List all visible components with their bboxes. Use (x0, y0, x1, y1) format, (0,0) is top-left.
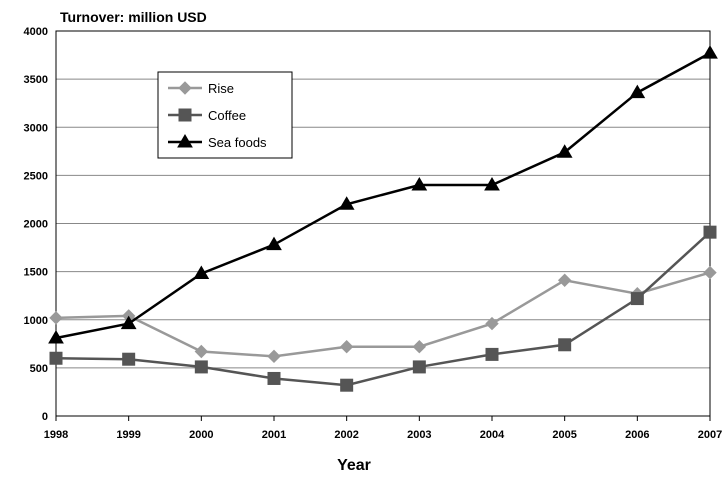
series-layer (48, 45, 718, 392)
data-point-coffee (340, 378, 354, 392)
data-point-sea-foods (193, 265, 210, 280)
series-sea-foods (48, 45, 718, 344)
data-point-sea-foods (266, 236, 282, 251)
data-point-sea-foods (411, 177, 428, 191)
data-point-sea-foods (702, 45, 718, 59)
legend-marker-rise (178, 81, 192, 95)
series-line-rise (55, 271, 711, 358)
data-point-rise (485, 316, 499, 331)
y-tick-label: 0 (42, 411, 48, 423)
gridlines (56, 30, 710, 417)
legend-marker-coffee (178, 108, 192, 122)
legend: Rise Coffee Sea foods (157, 71, 293, 159)
legend-marker-sea-foods (177, 134, 193, 148)
y-tick-label: 2500 (24, 170, 48, 182)
data-point-sea-foods (120, 315, 137, 330)
x-tick-label: 2005 (552, 429, 576, 441)
y-tick-label: 4000 (24, 26, 48, 38)
data-point-sea-foods (629, 84, 646, 99)
legend-label-sea-foods: Sea foods (208, 135, 267, 150)
y-tick-label: 2000 (24, 219, 48, 231)
data-point-rise (267, 349, 281, 364)
y-tick-label: 3500 (24, 74, 48, 86)
data-point-coffee (412, 360, 426, 374)
x-tick-label: 2003 (407, 429, 431, 441)
data-point-rise (194, 344, 209, 359)
data-point-coffee (267, 371, 281, 385)
x-tick-label: 2001 (262, 429, 286, 441)
data-point-coffee (122, 352, 136, 366)
y-axis: 0 500 1000 1500 2000 2500 3000 3500 4000 (24, 26, 48, 423)
data-point-sea-foods (556, 144, 573, 158)
series-line-coffee (55, 231, 711, 387)
data-point-coffee (49, 351, 63, 365)
series-coffee (49, 225, 717, 392)
data-point-rise (703, 265, 717, 280)
data-point-sea-foods (48, 330, 64, 344)
data-point-coffee (194, 360, 208, 374)
y-tick-label: 500 (30, 363, 48, 375)
x-axis: 1998 1999 2000 2001 2002 2003 2004 2005 2006 2007 (44, 416, 722, 441)
data-point-sea-foods (338, 196, 355, 210)
series-line-sea-foods (55, 52, 711, 340)
data-point-rise (412, 339, 427, 354)
x-tick-label: 1999 (116, 429, 140, 441)
legend-label-rise: Rise (208, 81, 234, 96)
x-tick-label: 2002 (334, 429, 358, 441)
x-tick-label: 2007 (698, 429, 722, 441)
y-axis-label: Turnover: million USD (60, 9, 207, 25)
plot-area (55, 30, 711, 417)
y-tick-label: 1500 (24, 267, 48, 279)
series-rise (49, 265, 717, 364)
x-tick-label: 1998 (44, 429, 68, 441)
y-tick-label: 3000 (24, 122, 48, 134)
data-point-coffee (485, 347, 499, 361)
data-point-coffee (558, 338, 572, 352)
data-point-rise (339, 339, 354, 354)
legend-label-coffee: Coffee (208, 108, 246, 123)
x-tick-label: 2000 (189, 429, 213, 441)
x-tick-label: 2004 (480, 429, 505, 441)
data-point-coffee (703, 225, 717, 239)
x-axis-label: Year (337, 457, 371, 474)
data-point-rise (49, 311, 63, 325)
data-point-coffee (630, 292, 644, 306)
data-point-sea-foods (484, 177, 500, 191)
y-tick-label: 1000 (24, 315, 48, 327)
data-point-rise (557, 273, 572, 287)
x-tick-label: 2006 (625, 429, 649, 441)
